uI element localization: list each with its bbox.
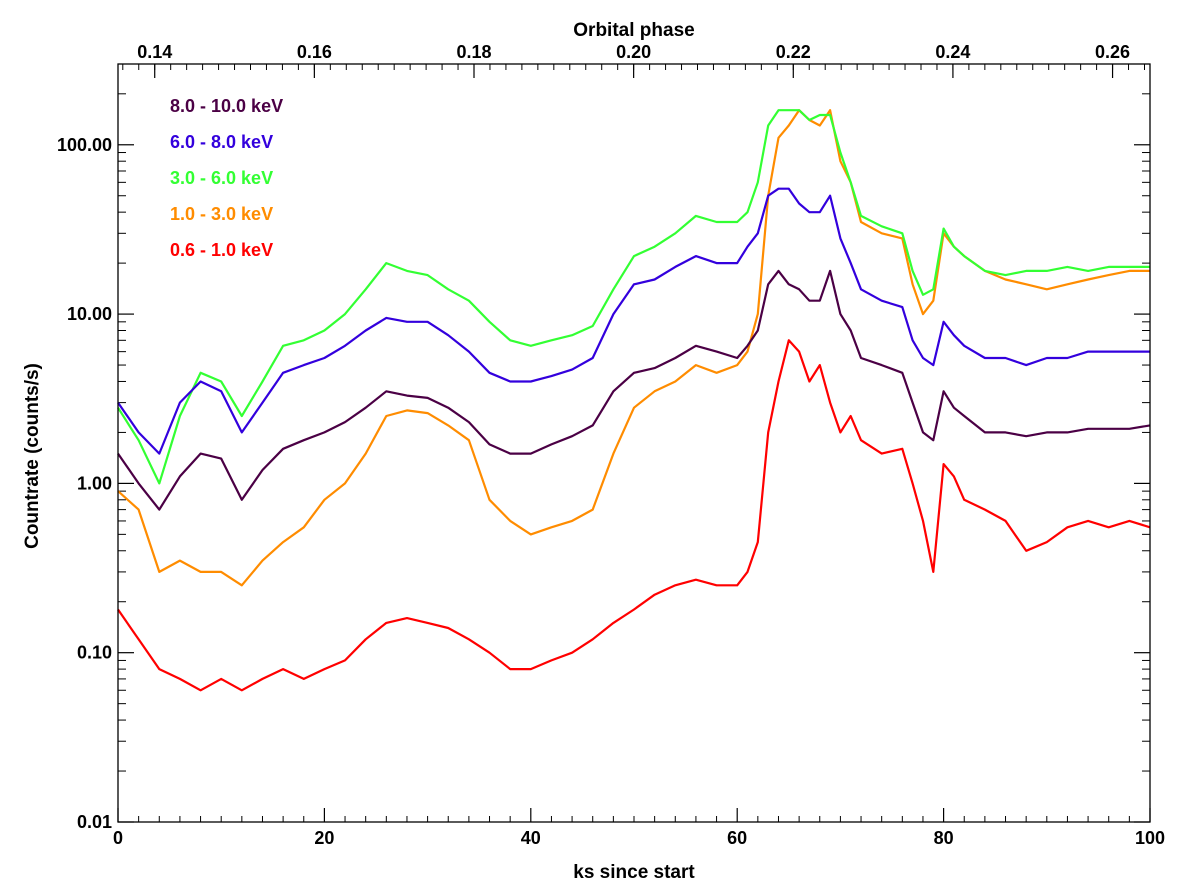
top-axis-title: Orbital phase xyxy=(573,20,694,41)
y-axis-title: Countrate (counts/s) xyxy=(22,363,43,549)
x-tick-label: 20 xyxy=(314,828,334,848)
y-tick-label: 10.00 xyxy=(67,304,112,324)
x-tick-label: 80 xyxy=(934,828,954,848)
series-line-2 xyxy=(117,109,1150,485)
top-tick-label: 0.20 xyxy=(616,42,651,62)
legend-entry: 3.0 - 6.0 keV xyxy=(170,168,273,188)
top-tick-label: 0.18 xyxy=(456,42,491,62)
x-axis-title: ks since start xyxy=(573,862,695,883)
top-tick-label: 0.22 xyxy=(776,42,811,62)
x-tick-label: 100 xyxy=(1135,828,1165,848)
series-line-4 xyxy=(117,269,1151,511)
series-group xyxy=(117,109,1151,692)
legend-entry: 0.6 - 1.0 keV xyxy=(170,240,273,260)
legend-entry: 1.0 - 3.0 keV xyxy=(170,204,273,224)
y-tick-label: 100.00 xyxy=(57,135,112,155)
top-tick-label: 0.26 xyxy=(1095,42,1130,62)
top-tick-label: 0.16 xyxy=(297,42,332,62)
top-tick-label: 0.24 xyxy=(935,42,970,62)
top-tick-label: 0.14 xyxy=(137,42,172,62)
x-tick-label: 0 xyxy=(113,828,123,848)
plot-frame xyxy=(117,63,1151,823)
series-line-0 xyxy=(117,339,1151,692)
legend-entry: 8.0 - 10.0 keV xyxy=(170,96,283,116)
y-tick-label: 0.10 xyxy=(77,643,112,663)
series-line-3 xyxy=(117,187,1150,455)
y-tick-label: 0.01 xyxy=(77,812,112,832)
x-tick-label: 60 xyxy=(727,828,747,848)
y-tick-label: 1.00 xyxy=(77,473,112,493)
axis-ticks: 0 20 40 60 80 100 0.14 0.16 0.18 0.20 0.22 0.24 0.26… xyxy=(57,42,1165,848)
x-tick-label: 40 xyxy=(521,828,541,848)
legend: 8.0 - 10.0 keV 6.0 - 8.0 keV 3.0 - 6.0 keV… xyxy=(170,96,283,260)
legend-entry: 6.0 - 8.0 keV xyxy=(170,132,273,152)
